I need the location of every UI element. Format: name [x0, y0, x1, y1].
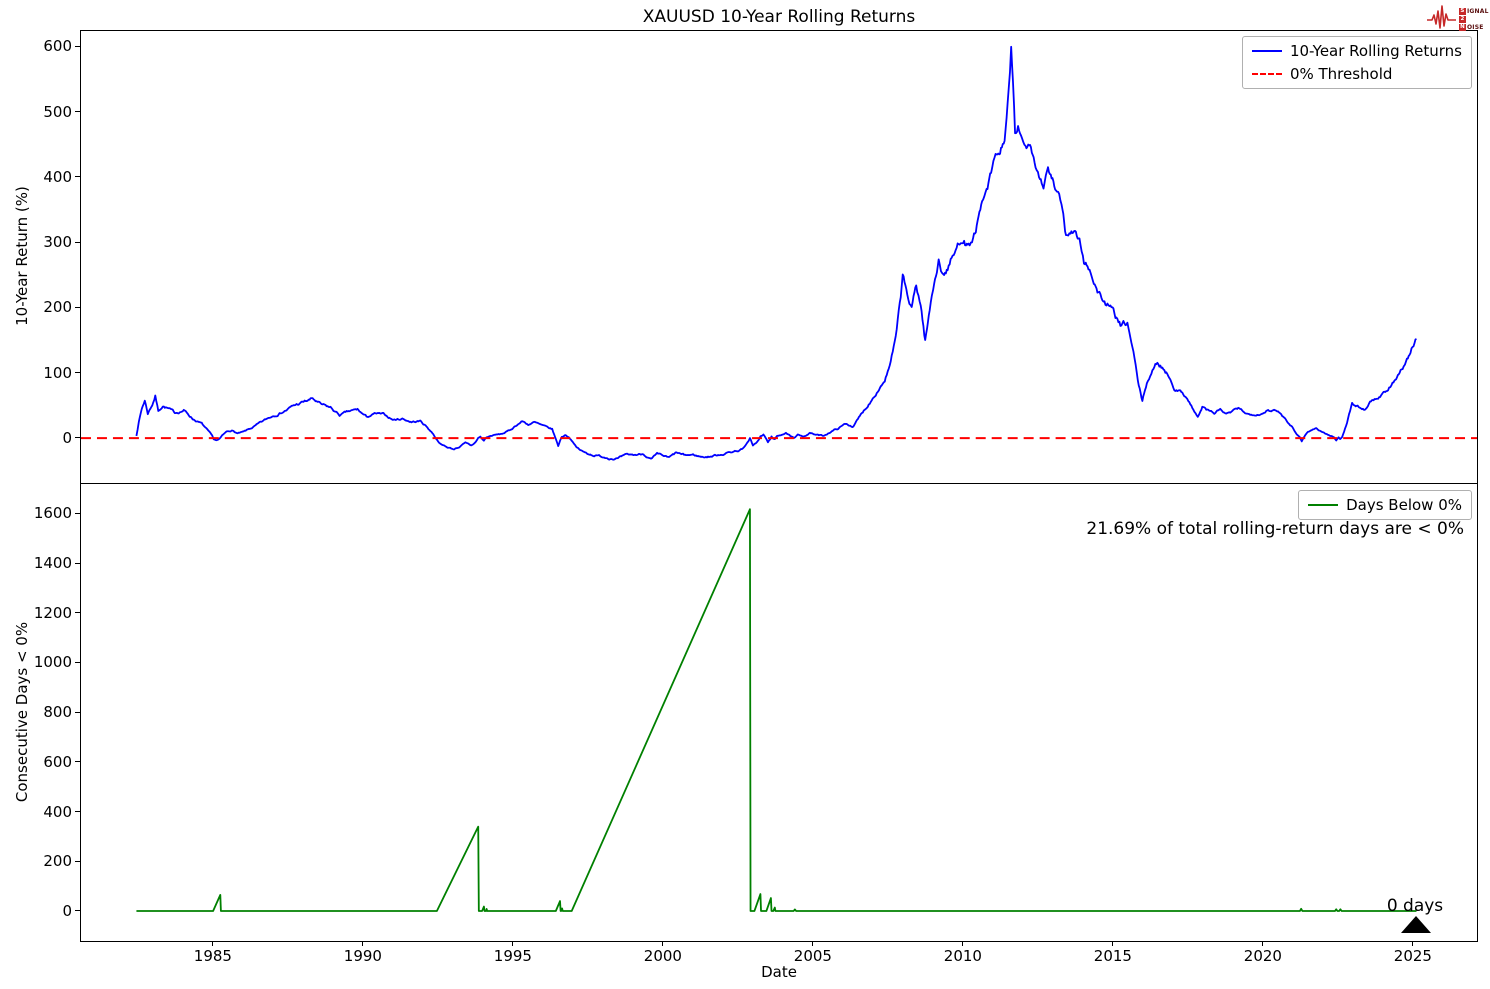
x-tick-label: 2010	[943, 947, 982, 965]
y-tick-mark	[75, 761, 80, 763]
end-marker-triangle-icon	[1401, 916, 1431, 933]
x-tick-mark	[512, 941, 514, 946]
y-tick-mark	[75, 512, 80, 514]
x-tick-label: 2000	[643, 947, 682, 965]
legend-label: 0% Threshold	[1289, 65, 1393, 83]
y-tick-label: 1200	[33, 603, 72, 622]
y-tick-label: 800	[43, 703, 72, 722]
y-tick-label: 1600	[33, 504, 72, 523]
x-tick-mark	[662, 941, 664, 946]
x-tick-label: 2025	[1393, 947, 1432, 965]
x-axis-label: Date	[761, 963, 797, 981]
y-tick-mark	[75, 241, 80, 243]
y-tick-mark	[75, 176, 80, 178]
top-legend: 10-Year Rolling Returns 0% Threshold	[1241, 36, 1472, 89]
y-tick-mark	[75, 45, 80, 47]
signal2noise-logo: S IGNAL 2 N OISE	[1427, 3, 1489, 35]
y-tick-label: 600	[43, 37, 72, 56]
y-tick-label: 0	[62, 901, 72, 920]
x-tick-mark	[1262, 941, 1264, 946]
y-tick-mark	[75, 612, 80, 614]
y-tick-mark	[75, 562, 80, 564]
chart-title: XAUUSD 10-Year Rolling Returns	[642, 7, 916, 27]
days-below-zero-line	[136, 508, 1417, 912]
y-tick-mark	[75, 111, 80, 113]
x-tick-label: 1990	[343, 947, 382, 965]
y-tick-label: 400	[43, 167, 72, 186]
y-tick-label: 400	[43, 802, 72, 821]
x-tick-mark	[212, 941, 214, 946]
logo-text: S IGNAL 2 N OISE	[1459, 7, 1489, 31]
x-tick-label: 2005	[793, 947, 832, 965]
y-tick-mark	[75, 372, 80, 374]
x-tick-mark	[362, 941, 364, 946]
blue-line-sample	[1251, 50, 1282, 52]
y-tick-label: 0	[62, 428, 72, 447]
x-tick-label: 1985	[193, 947, 232, 965]
y-tick-label: 600	[43, 752, 72, 771]
waveform-icon	[1427, 3, 1457, 35]
y-tick-mark	[75, 437, 80, 439]
bottom-legend: Days Below 0%	[1298, 490, 1472, 520]
x-tick-mark	[962, 941, 964, 946]
y-tick-label: 300	[43, 233, 72, 252]
y-tick-mark	[75, 860, 80, 862]
legend-label: Days Below 0%	[1346, 496, 1462, 514]
legend-item-threshold: 0% Threshold	[1251, 65, 1462, 83]
zero-days-label: 0 days	[1386, 896, 1444, 916]
green-line-sample	[1308, 504, 1339, 506]
legend-label: 10-Year Rolling Returns	[1289, 42, 1462, 60]
bottom-plot-area	[80, 483, 1478, 942]
x-tick-mark	[812, 941, 814, 946]
x-tick-label: 2015	[1093, 947, 1132, 965]
rolling-returns-line	[135, 45, 1417, 461]
x-tick-label: 1995	[493, 947, 532, 965]
legend-item-rolling-returns: 10-Year Rolling Returns	[1251, 42, 1462, 60]
y-tick-label: 1000	[33, 653, 72, 672]
top-plot-area	[80, 30, 1478, 484]
y-tick-mark	[75, 661, 80, 663]
y-tick-mark	[75, 306, 80, 308]
y-tick-mark	[75, 910, 80, 912]
y-tick-label: 200	[43, 852, 72, 871]
x-tick-label: 2020	[1243, 947, 1282, 965]
legend-item-days-below: Days Below 0%	[1308, 496, 1462, 514]
red-dashed-sample	[1251, 73, 1282, 75]
x-tick-mark	[1412, 941, 1414, 946]
y-tick-label: 200	[43, 298, 72, 317]
x-tick-mark	[1112, 941, 1114, 946]
y-tick-label: 1400	[33, 554, 72, 573]
percent-below-annotation: 21.69% of total rolling-return days are …	[1086, 519, 1464, 539]
y-tick-label: 100	[43, 363, 72, 382]
y-tick-label: 500	[43, 102, 72, 121]
y-tick-mark	[75, 811, 80, 813]
y-tick-mark	[75, 711, 80, 713]
